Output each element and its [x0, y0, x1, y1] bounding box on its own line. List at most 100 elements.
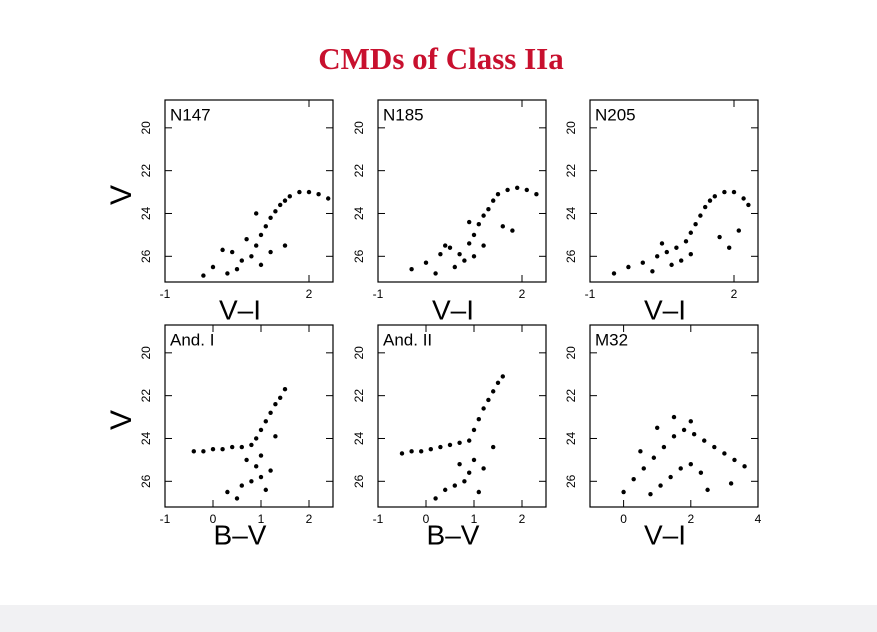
star-point	[638, 449, 643, 454]
x-tick-label: 1	[471, 512, 478, 526]
star-point	[655, 425, 660, 430]
star-point	[462, 479, 467, 484]
panel-label: N205	[595, 105, 636, 124]
panel-label: N147	[170, 105, 211, 124]
star-point	[524, 187, 529, 193]
star-point	[428, 446, 433, 452]
y-tick-label: 20	[352, 346, 366, 360]
star-point	[467, 219, 472, 225]
star-point	[534, 192, 539, 197]
star-point	[671, 414, 677, 420]
star-point	[282, 198, 288, 203]
star-point	[234, 496, 240, 501]
x-tick-label: 2	[306, 287, 313, 301]
y-axis-label: V	[105, 185, 138, 205]
star-point	[659, 241, 665, 246]
star-point	[707, 198, 713, 203]
x-tick-label: -1	[160, 287, 171, 301]
star-point	[419, 449, 424, 454]
star-point	[201, 449, 206, 454]
x-tick-label: 2	[519, 512, 526, 526]
star-point	[651, 455, 657, 460]
star-point	[268, 249, 273, 255]
star-point	[641, 466, 646, 471]
star-point	[316, 192, 321, 197]
star-point	[640, 260, 645, 265]
star-point	[467, 470, 472, 475]
star-point	[698, 470, 704, 475]
star-point	[505, 187, 510, 193]
star-point	[457, 440, 462, 445]
x-tick-label: -1	[160, 512, 171, 526]
star-point	[462, 258, 467, 263]
y-tick-label: 20	[139, 121, 153, 135]
star-point	[443, 487, 448, 493]
star-point	[611, 271, 617, 276]
star-point	[621, 489, 626, 495]
star-point	[688, 251, 693, 257]
star-point	[239, 444, 244, 450]
star-point	[273, 402, 278, 407]
y-tick-label: 24	[564, 206, 578, 220]
star-point	[254, 243, 259, 248]
star-point	[669, 262, 674, 268]
star-point	[683, 239, 689, 244]
star-point	[671, 434, 677, 439]
x-tick-label: -1	[373, 512, 384, 526]
star-point	[674, 245, 679, 250]
panel-label: And. II	[383, 330, 432, 349]
star-point	[698, 213, 703, 218]
star-point	[712, 444, 717, 450]
star-point	[230, 249, 235, 255]
star-point	[258, 474, 264, 480]
star-point	[409, 449, 414, 454]
x-axis-label: V–I	[644, 294, 686, 325]
star-point	[249, 254, 254, 259]
star-point	[191, 449, 196, 454]
star-point	[258, 232, 264, 238]
star-point	[210, 264, 216, 270]
x-tick-label: -1	[373, 287, 384, 301]
star-point	[249, 442, 254, 448]
star-point	[467, 438, 472, 443]
x-tick-label: 0	[620, 512, 627, 526]
star-point	[249, 479, 254, 484]
plot-frame	[377, 99, 547, 283]
star-point	[230, 444, 235, 450]
star-point	[423, 260, 429, 265]
y-tick-label: 22	[352, 389, 366, 403]
y-tick-label: 20	[352, 121, 366, 135]
star-point	[476, 417, 481, 422]
star-point	[210, 446, 216, 452]
x-axis-label: B–V	[214, 519, 267, 550]
star-point	[467, 241, 472, 246]
star-point	[471, 254, 477, 259]
star-point	[273, 434, 278, 439]
star-point	[727, 245, 732, 250]
star-point	[515, 185, 520, 190]
star-point	[681, 427, 687, 433]
star-point	[731, 189, 737, 195]
star-point	[742, 464, 747, 469]
star-point	[258, 427, 264, 433]
star-point	[443, 243, 448, 248]
y-tick-label: 24	[139, 431, 153, 445]
panel-label: M32	[595, 330, 628, 349]
star-point	[481, 243, 486, 248]
y-tick-label: 26	[139, 249, 153, 263]
x-tick-label: -1	[585, 287, 596, 301]
star-point	[409, 266, 414, 272]
star-point	[273, 209, 278, 214]
cmd-panel: 20 22 24 26 -1 2 N185 V–I	[352, 99, 547, 325]
star-point	[703, 204, 708, 210]
star-point	[481, 213, 486, 218]
star-point	[258, 262, 264, 268]
y-tick-label: 22	[139, 164, 153, 178]
star-point	[722, 189, 727, 195]
star-point	[399, 451, 405, 456]
star-point	[495, 380, 501, 386]
x-axis-label: V–I	[432, 294, 474, 325]
plot-frame	[589, 324, 759, 508]
